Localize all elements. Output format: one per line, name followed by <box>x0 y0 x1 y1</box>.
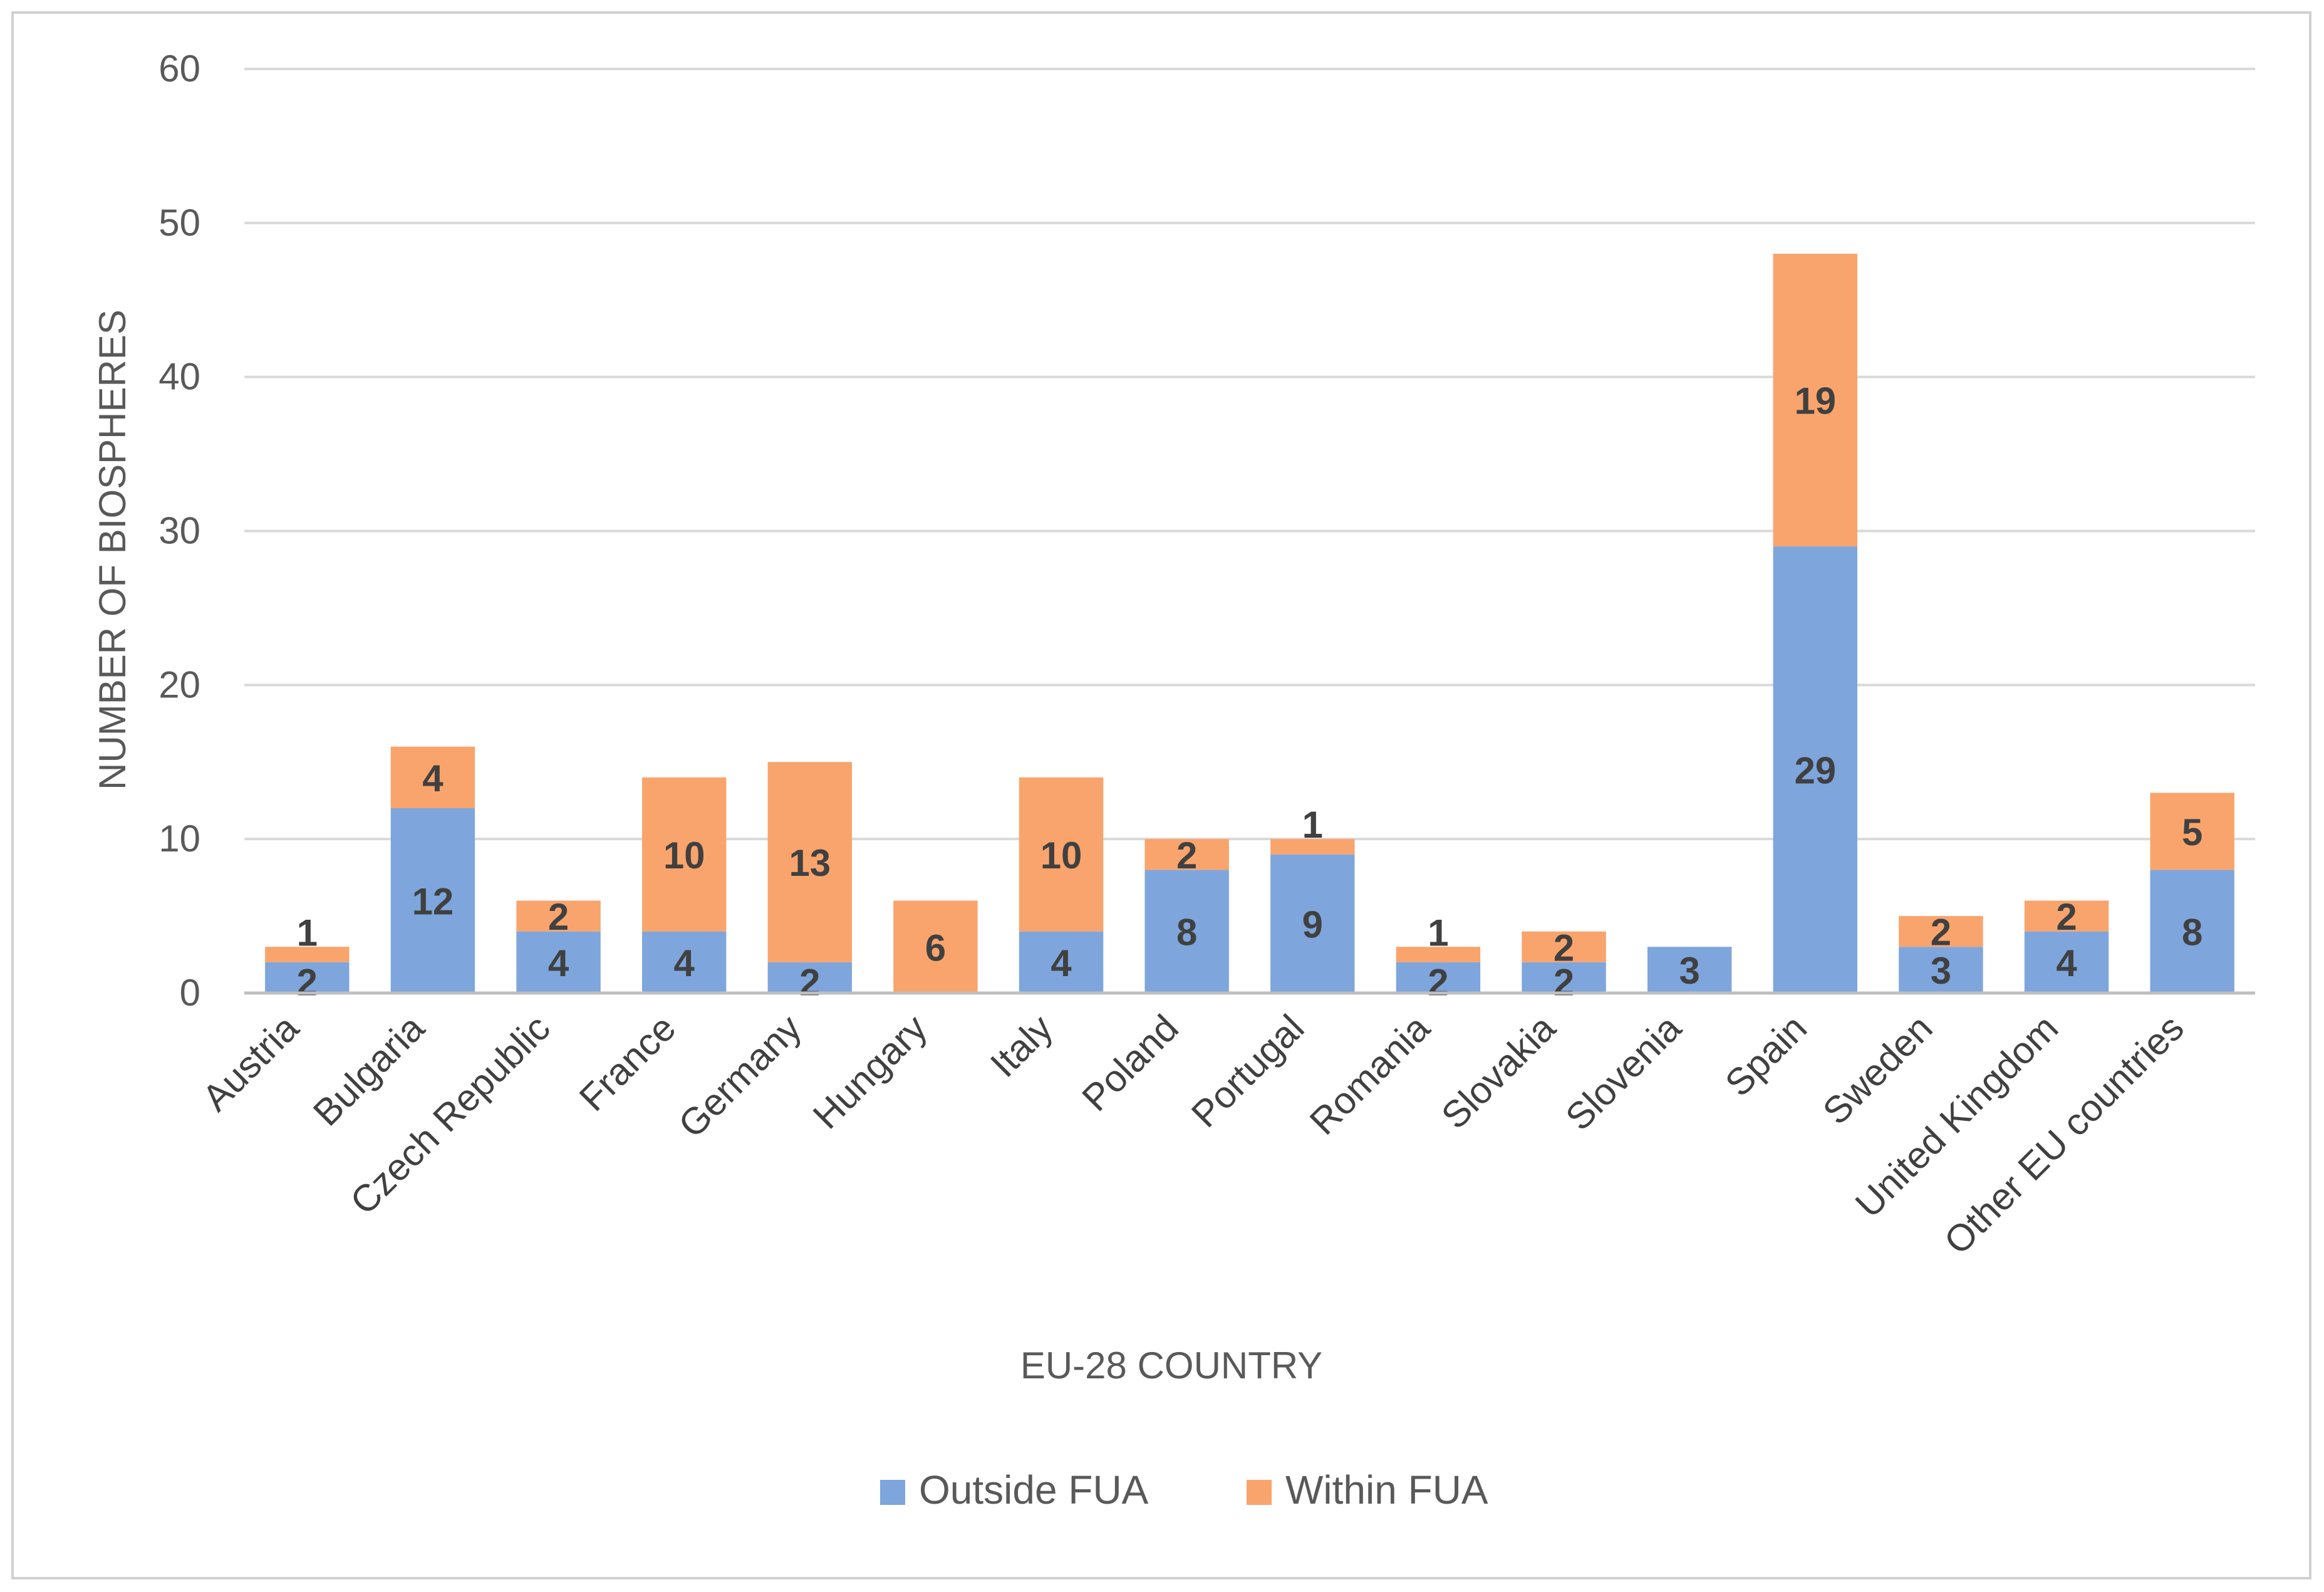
bar-within-fua <box>1522 931 1606 962</box>
bar-within-fua <box>641 777 727 932</box>
bars <box>265 254 2234 993</box>
data-label: 4 <box>1050 942 1072 984</box>
data-label: 3 <box>1931 950 1951 992</box>
data-label: 2 <box>2056 896 2077 938</box>
data-label: 10 <box>1040 835 1082 877</box>
data-label: 2 <box>1931 912 1951 954</box>
bar-within-fua <box>516 900 601 932</box>
x-tick-label: Spain <box>1717 1007 1815 1105</box>
bar-within-fua <box>767 762 853 962</box>
data-label: 2 <box>1428 961 1448 1003</box>
data-label: 1 <box>297 912 318 954</box>
x-tick-label: Austria <box>194 1006 307 1119</box>
gridlines <box>244 68 2255 841</box>
y-tick-label: 50 <box>158 202 200 244</box>
y-tick-label: 60 <box>158 48 200 90</box>
bar-outside-fua <box>1019 931 1104 993</box>
data-label: 4 <box>2056 942 2077 984</box>
bar-outside-fua <box>1773 546 1858 993</box>
y-axis-ticks: 0 10 20 30 40 50 60 <box>158 48 200 1014</box>
x-tick-label: Germany <box>670 1007 809 1146</box>
data-label: 2 <box>1554 961 1574 1003</box>
x-tick-label: Italy <box>982 1007 1061 1085</box>
data-label: 2 <box>548 896 569 938</box>
bar-outside-fua <box>1522 962 1606 993</box>
bar-within-fua <box>1773 254 1858 547</box>
legend: Outside FUA Within FUA <box>880 1467 1488 1512</box>
legend-label: Outside FUA <box>919 1467 1149 1512</box>
bar-outside-fua <box>1270 854 1355 993</box>
bar-within-fua <box>1019 777 1104 932</box>
data-label: 2 <box>1554 927 1574 969</box>
x-tick-label: Portugal <box>1183 1007 1312 1135</box>
data-label: 13 <box>789 842 831 884</box>
data-label: 2 <box>799 961 820 1003</box>
data-label: 1 <box>1302 804 1323 846</box>
data-label: 6 <box>925 927 946 969</box>
legend-swatch <box>1247 1480 1272 1505</box>
x-tick-label: Poland <box>1074 1007 1186 1119</box>
data-label: 8 <box>2182 912 2202 954</box>
x-axis-title: EU-28 COUNTRY <box>1020 1345 1322 1386</box>
y-tick-label: 10 <box>158 818 200 860</box>
bar-outside-fua <box>516 931 601 993</box>
bar-within-fua <box>1396 947 1481 962</box>
data-label: 9 <box>1302 903 1323 945</box>
x-tick-label: Sweden <box>1815 1007 1941 1133</box>
data-label: 4 <box>422 757 444 799</box>
bar-outside-fua <box>265 962 350 993</box>
y-tick-label: 20 <box>158 663 200 705</box>
x-tick-label: Other EU countries <box>1936 1007 2192 1262</box>
bar-outside-fua <box>2150 870 2234 993</box>
y-axis-title: NUMBER OF BIOSPHERES <box>91 310 133 790</box>
data-label: 2 <box>1176 835 1197 877</box>
data-label: 12 <box>412 881 454 923</box>
bar-outside-fua <box>641 931 727 993</box>
bar-outside-fua <box>1647 947 1732 993</box>
data-label: 4 <box>548 942 569 984</box>
x-tick-label: Slovakia <box>1433 1006 1564 1137</box>
data-label: 10 <box>663 835 705 877</box>
data-label: 2 <box>297 961 318 1003</box>
y-tick-label: 40 <box>158 356 200 398</box>
bar-outside-fua <box>1899 947 1983 993</box>
bar-within-fua <box>893 900 978 993</box>
bar-within-fua <box>390 746 475 808</box>
y-tick-label: 30 <box>158 510 200 552</box>
data-label: 1 <box>1428 912 1448 954</box>
bar-within-fua <box>2024 900 2109 932</box>
bar-within-fua <box>1899 916 1983 947</box>
bar-within-fua <box>2150 793 2234 870</box>
bar-within-fua <box>1144 839 1229 870</box>
x-tick-label: Romania <box>1302 1006 1438 1143</box>
bar-outside-fua <box>1396 962 1481 993</box>
legend-label: Within FUA <box>1285 1467 1488 1512</box>
data-label: 5 <box>2182 811 2202 853</box>
y-tick-label: 0 <box>180 972 200 1014</box>
data-label: 4 <box>674 942 695 984</box>
x-tick-label: Hungary <box>805 1007 935 1137</box>
bar-outside-fua <box>767 962 853 993</box>
x-tick-label: France <box>571 1007 683 1119</box>
data-label: 3 <box>1679 950 1700 992</box>
bar-within-fua <box>265 947 350 962</box>
data-label: 8 <box>1176 912 1197 954</box>
bar-within-fua <box>1270 839 1355 855</box>
bar-outside-fua <box>2024 931 2109 993</box>
data-label: 29 <box>1794 750 1836 792</box>
data-label: 19 <box>1794 380 1836 422</box>
bar-outside-fua <box>390 808 475 993</box>
x-tick-label: Slovenia <box>1557 1006 1689 1138</box>
x-tick-label: Bulgaria <box>305 1006 432 1133</box>
bar-outside-fua <box>1144 870 1229 993</box>
legend-swatch <box>880 1480 905 1505</box>
